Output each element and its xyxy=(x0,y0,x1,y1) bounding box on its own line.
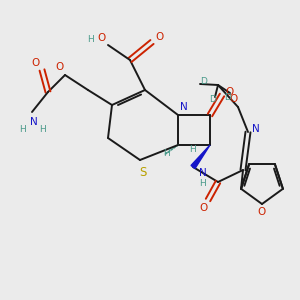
Text: N: N xyxy=(199,168,207,178)
Text: N: N xyxy=(180,102,188,112)
Text: O: O xyxy=(199,203,207,213)
Text: O: O xyxy=(97,33,105,43)
Text: O: O xyxy=(56,62,64,72)
Text: H: H xyxy=(87,35,93,44)
Text: H: H xyxy=(19,125,26,134)
Text: S: S xyxy=(139,166,147,178)
Text: N: N xyxy=(30,117,38,127)
Text: D: D xyxy=(201,77,207,86)
Text: H: H xyxy=(189,146,195,154)
Text: H: H xyxy=(200,179,206,188)
Text: O: O xyxy=(31,58,39,68)
Text: D: D xyxy=(210,95,216,104)
Polygon shape xyxy=(191,145,210,169)
Text: H: H xyxy=(163,148,170,158)
Text: O: O xyxy=(258,207,266,217)
Text: H: H xyxy=(39,125,45,134)
Text: O: O xyxy=(229,94,237,104)
Text: O: O xyxy=(226,87,234,97)
Text: O: O xyxy=(155,32,163,42)
Text: D: D xyxy=(225,92,231,101)
Text: N: N xyxy=(252,124,260,134)
